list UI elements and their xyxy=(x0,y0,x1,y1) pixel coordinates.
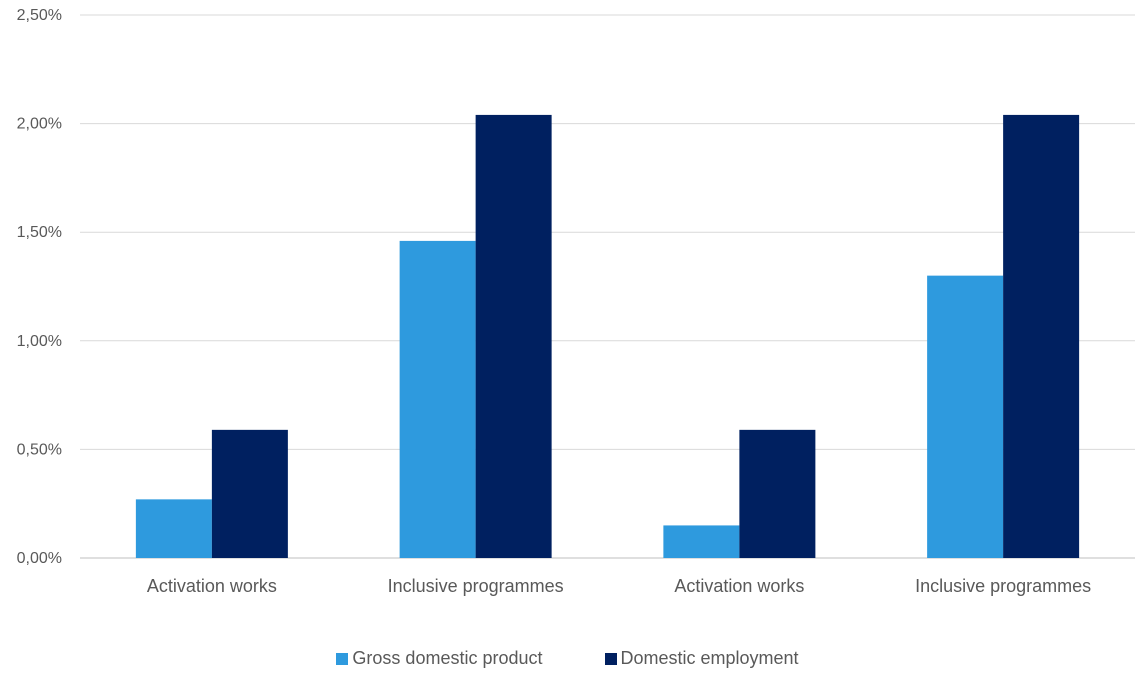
bar-chart: 0,00% 0,50% 1,00% 1,50% 2,00% 2,50% Activation… xyxy=(17,7,1135,596)
x-tick-label: Activation works xyxy=(147,576,277,596)
bar xyxy=(739,429,816,558)
legend-item-employment: Domestic employment xyxy=(604,648,799,669)
bar xyxy=(1003,114,1080,559)
y-tick-label: 1,00% xyxy=(17,333,62,350)
y-tick-label: 0,50% xyxy=(17,441,62,458)
legend-item-gdp: Gross domestic product xyxy=(336,648,543,669)
y-tick-label: 2,00% xyxy=(17,116,62,133)
legend-label-gdp: Gross domestic product xyxy=(352,648,543,668)
legend-swatch-employment xyxy=(604,652,617,665)
chart-legend: Gross domestic product Domestic employme… xyxy=(0,648,1135,669)
bar xyxy=(927,275,1004,558)
bar xyxy=(211,429,288,558)
bar xyxy=(663,525,740,558)
legend-label-employment: Domestic employment xyxy=(620,648,799,668)
x-tick-label: Inclusive programmes xyxy=(915,576,1091,596)
x-tick-label: Activation works xyxy=(674,576,804,596)
bar xyxy=(135,499,212,558)
y-tick-label: 1,50% xyxy=(17,224,62,241)
y-tick-label: 2,50% xyxy=(17,7,62,24)
bar xyxy=(475,114,552,559)
y-tick-label: 0,00% xyxy=(17,550,62,567)
legend-swatch-gdp xyxy=(336,652,349,665)
bar xyxy=(399,240,476,558)
x-tick-label: Inclusive programmes xyxy=(388,576,564,596)
